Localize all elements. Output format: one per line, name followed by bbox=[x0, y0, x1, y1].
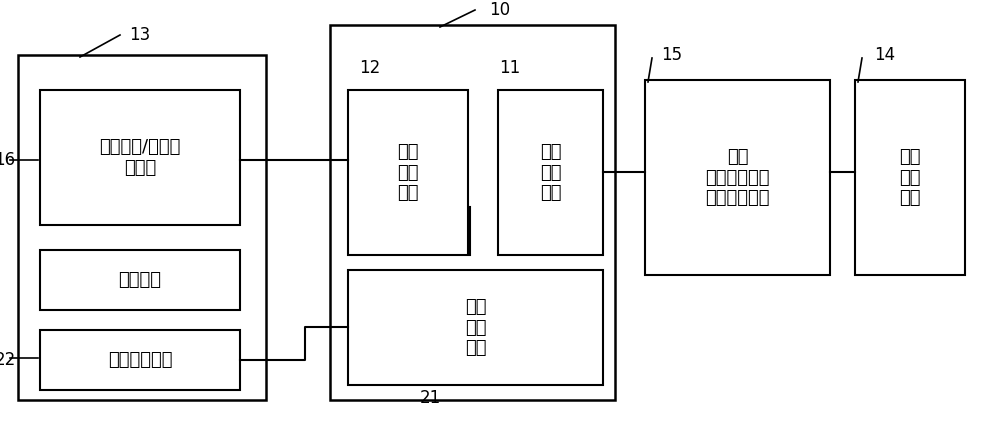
Bar bbox=[855, 80, 965, 275]
Text: 第二
容器
集群: 第二 容器 集群 bbox=[899, 148, 921, 207]
Text: 第二
跨容器集群的
访问处理装置: 第二 跨容器集群的 访问处理装置 bbox=[705, 148, 770, 207]
Bar bbox=[498, 90, 603, 255]
Bar bbox=[18, 55, 266, 400]
Bar bbox=[645, 80, 830, 275]
Bar bbox=[330, 25, 615, 400]
Bar bbox=[348, 90, 468, 255]
Bar bbox=[40, 90, 240, 225]
Text: 路由
网关
模块: 路由 网关 模块 bbox=[540, 143, 561, 202]
Text: 容器
适配
模块: 容器 适配 模块 bbox=[465, 298, 486, 357]
Text: 13: 13 bbox=[129, 26, 151, 44]
Bar bbox=[348, 270, 603, 385]
Text: 多个容器: 多个容器 bbox=[119, 271, 162, 289]
Text: 15: 15 bbox=[661, 46, 683, 64]
Bar bbox=[40, 330, 240, 390]
Text: 14: 14 bbox=[874, 46, 896, 64]
Text: 容器编排工具: 容器编排工具 bbox=[108, 351, 172, 369]
Text: 10: 10 bbox=[489, 1, 511, 19]
Text: 11: 11 bbox=[499, 59, 521, 77]
Text: 22: 22 bbox=[0, 351, 16, 369]
Text: 服务
编排
模块: 服务 编排 模块 bbox=[397, 143, 419, 202]
Text: 21: 21 bbox=[419, 389, 441, 407]
Text: 12: 12 bbox=[359, 59, 381, 77]
Text: 16: 16 bbox=[0, 151, 16, 169]
Bar bbox=[40, 250, 240, 310]
Text: 服务路由/服务发
现模块: 服务路由/服务发 现模块 bbox=[99, 138, 181, 177]
